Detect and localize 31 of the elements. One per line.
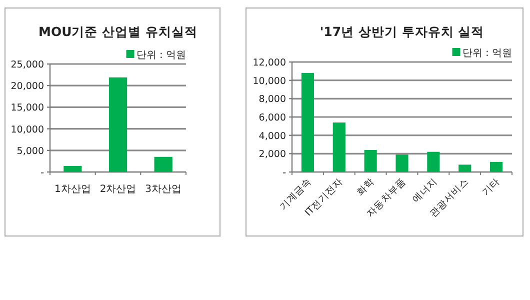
y-tick-label: 2,000 bbox=[258, 149, 286, 160]
legend-label: 단위 : 억원 bbox=[462, 48, 512, 59]
bar bbox=[154, 156, 172, 172]
y-tick-label: - bbox=[282, 168, 286, 178]
x-tick-label: 1차산업 bbox=[54, 184, 91, 195]
y-tick-label: 15,000 bbox=[10, 102, 44, 114]
y-tick-label: 5,000 bbox=[16, 146, 44, 157]
bar bbox=[332, 122, 346, 172]
chart-title: '17년 상반기 투자유치 실적 bbox=[320, 24, 484, 39]
bar bbox=[396, 154, 408, 172]
bar bbox=[301, 73, 314, 172]
bar bbox=[108, 77, 128, 172]
x-tick-label: 기타 bbox=[480, 176, 502, 198]
y-tick-label: 12,000 bbox=[252, 58, 286, 68]
y-tick-label: 4,000 bbox=[258, 130, 286, 142]
y-tick-label: 6,000 bbox=[258, 112, 286, 124]
x-tick-label: 3차산업 bbox=[145, 184, 182, 195]
y-tick-label: 10,000 bbox=[10, 124, 44, 136]
y-tick-label: - bbox=[40, 168, 44, 178]
bar bbox=[64, 166, 82, 172]
y-tick-label: 25,000 bbox=[10, 60, 44, 70]
x-tick-label: 2차산업 bbox=[100, 184, 136, 195]
legend-label: 단위 : 억원 bbox=[136, 50, 186, 61]
bar bbox=[490, 162, 503, 172]
y-tick-label: 10,000 bbox=[252, 76, 286, 87]
bar bbox=[364, 150, 377, 172]
y-tick-label: 20,000 bbox=[10, 81, 44, 92]
bar bbox=[427, 152, 440, 172]
y-tick-label: 8,000 bbox=[258, 94, 286, 106]
bar bbox=[458, 164, 472, 172]
chart-title: MOU기준 산업별 유치실적 bbox=[38, 24, 198, 39]
